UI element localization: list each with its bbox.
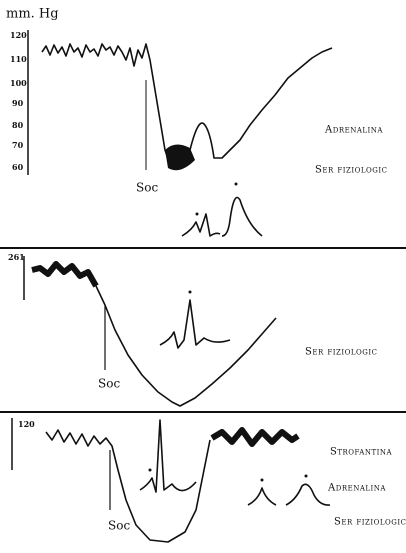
trace	[31, 261, 99, 288]
annotation: Ser fiziologic	[315, 165, 388, 176]
ecg	[247, 487, 277, 506]
annotation: Strofantina	[330, 447, 393, 458]
dot	[304, 474, 308, 478]
dot	[188, 290, 192, 294]
trace	[189, 47, 333, 159]
dot	[195, 212, 199, 216]
annotation: Adrenalina	[324, 125, 383, 136]
tick-label: 120	[18, 419, 35, 429]
dot	[234, 182, 238, 186]
annotation: Adrenalina	[327, 483, 386, 494]
ecg	[159, 299, 231, 349]
marker-label: Soc	[98, 377, 120, 391]
dot	[148, 468, 152, 472]
marker-label: Soc	[136, 181, 158, 195]
ecg	[285, 483, 331, 506]
trace	[210, 427, 300, 447]
trace	[41, 43, 171, 166]
trace	[95, 285, 277, 407]
tick-label: 80	[12, 120, 24, 130]
tick-label: 90	[12, 98, 24, 108]
annotation: Ser fiziologic	[334, 517, 406, 528]
trace	[45, 429, 211, 543]
marker-label: Soc	[108, 519, 130, 533]
tick-label: 100	[10, 78, 27, 88]
ecg	[221, 196, 263, 237]
tick-label: 110	[10, 54, 27, 64]
tick-label: 60	[12, 162, 24, 172]
tick-label: 120	[10, 30, 27, 40]
ecg	[139, 419, 197, 493]
annotation: Ser fiziologic	[305, 347, 378, 358]
unit-label: mm. Hg	[6, 7, 59, 22]
tick-label: 70	[12, 140, 24, 150]
ecg	[181, 213, 221, 237]
trace-blob	[165, 144, 195, 171]
tick-label: 261	[8, 252, 25, 262]
dot	[260, 478, 264, 482]
